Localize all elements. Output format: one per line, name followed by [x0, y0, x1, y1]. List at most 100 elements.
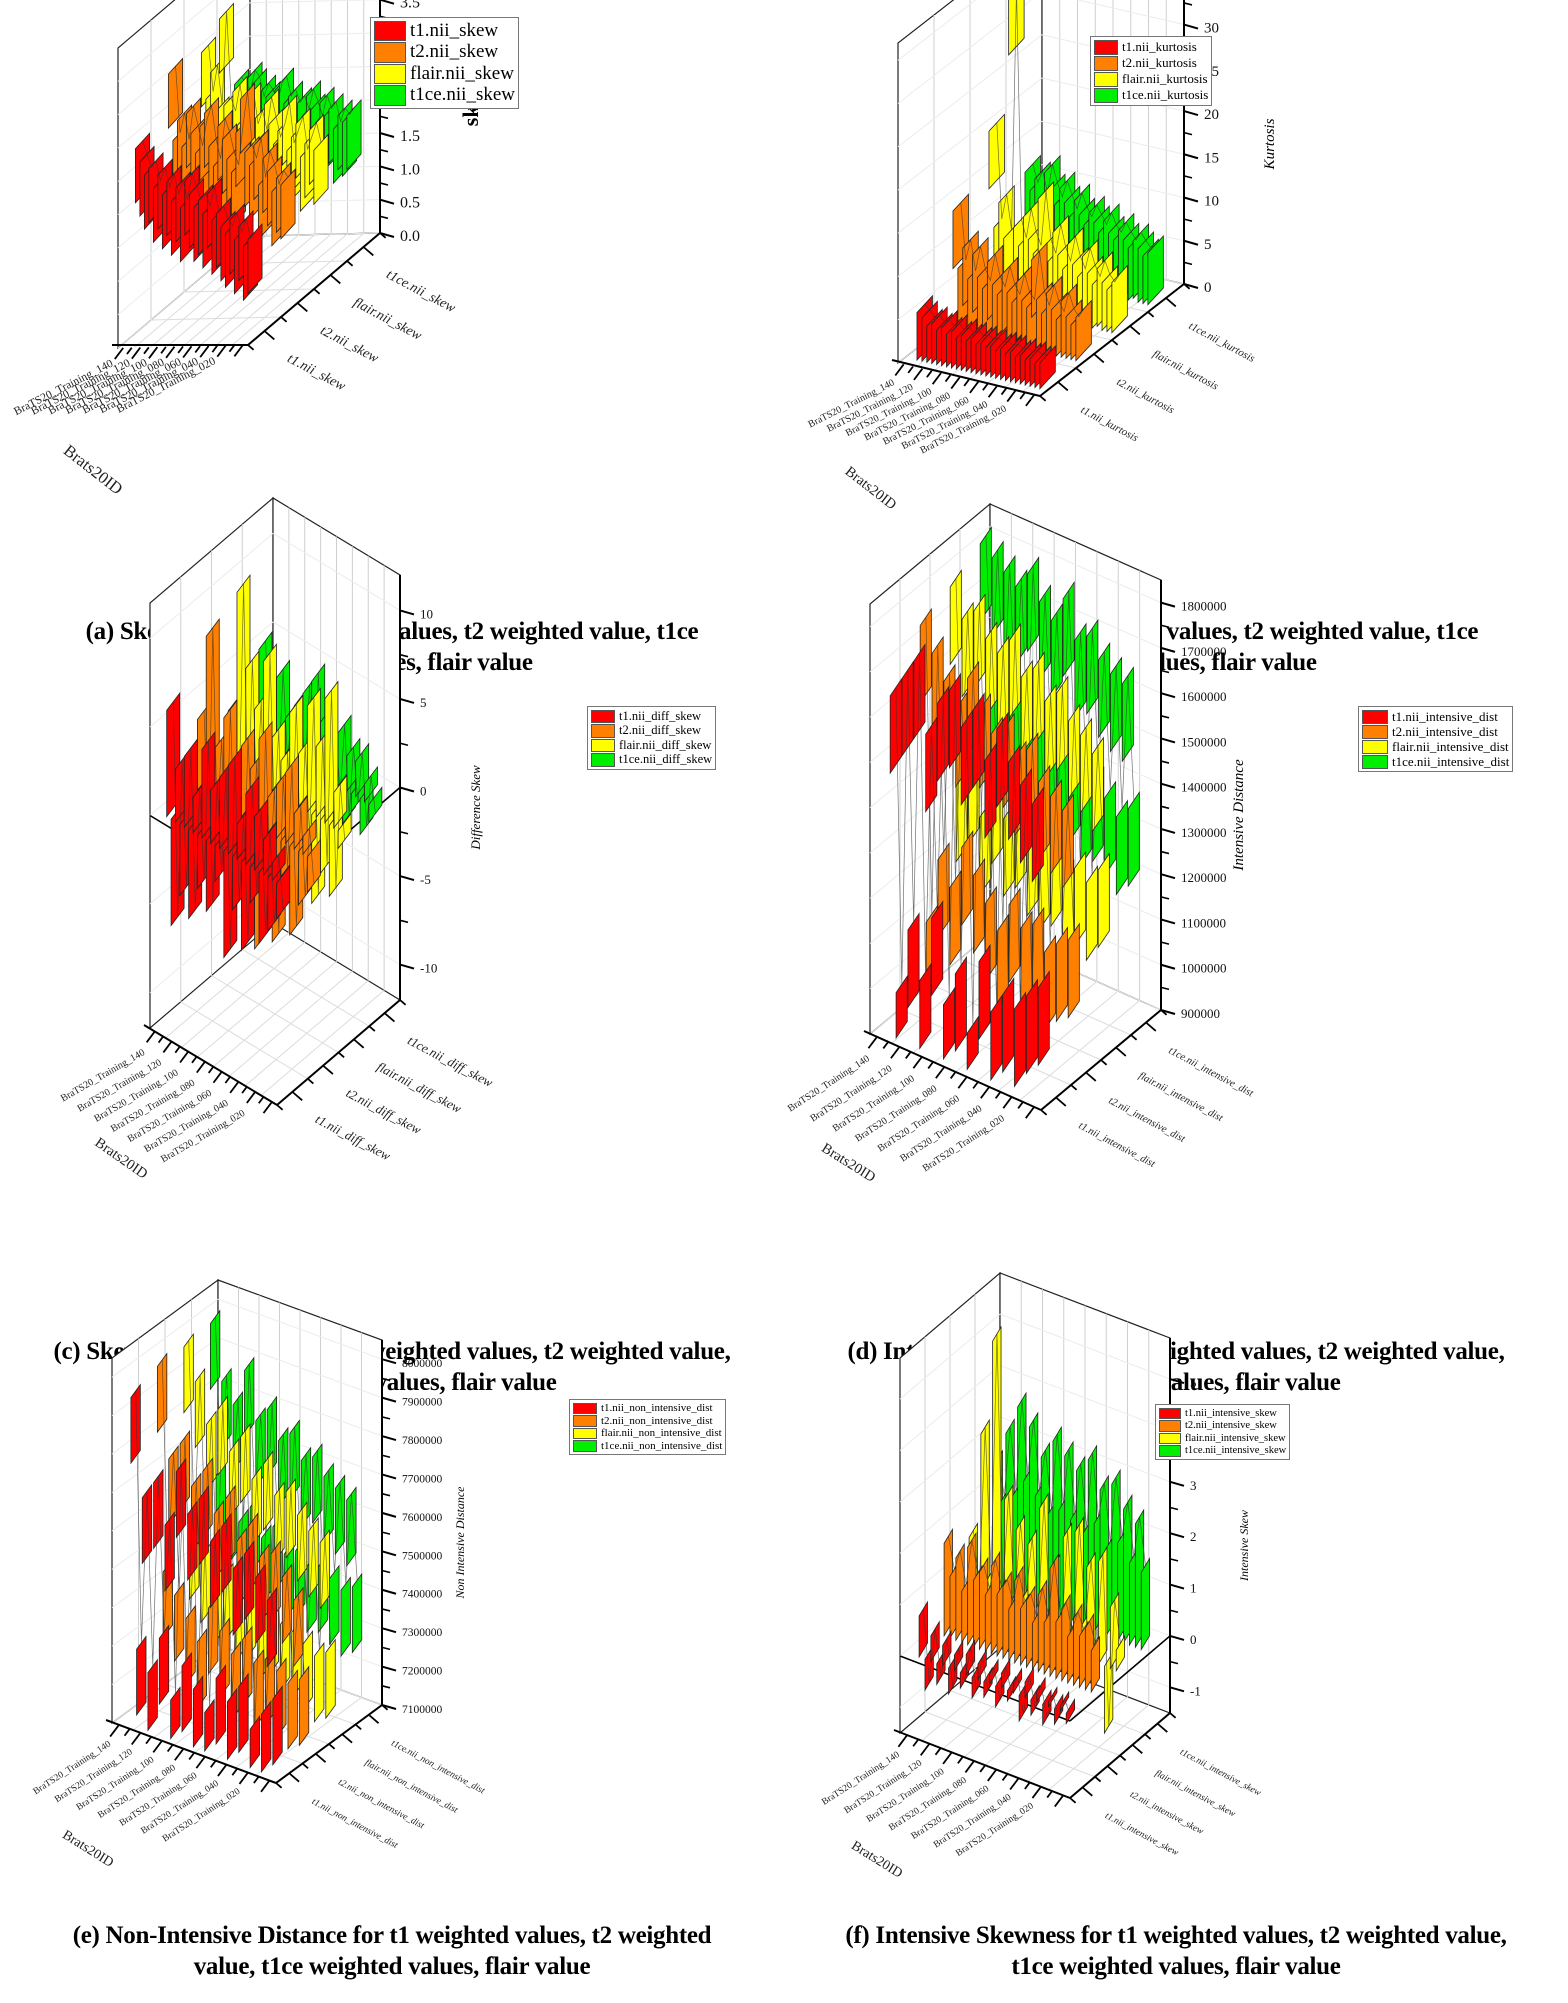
x-tick: [194, 345, 201, 354]
x-tick: [897, 1735, 908, 1748]
data-bar: [1097, 852, 1110, 949]
z-tick: [399, 999, 407, 1006]
data-bar: [147, 1658, 158, 1732]
chart-panel-b: 05101520253035KurtosisBraTS20_Training_1…: [784, 0, 1568, 600]
y-tick-label: 1100000: [1181, 915, 1226, 930]
y-tick-label: 10: [420, 606, 433, 621]
z-tick: [280, 316, 288, 323]
data-bar: [1054, 1693, 1064, 1726]
data-bar: [942, 1630, 952, 1668]
y-tick: [1160, 918, 1176, 925]
z-tick: [1040, 1109, 1048, 1116]
legend-swatch: [573, 1402, 597, 1414]
legend-swatch: [591, 724, 615, 738]
x-tick: [191, 1055, 198, 1064]
legend-item: t1.nii_skew: [374, 20, 515, 42]
gridline: [150, 316, 282, 321]
x-tick: [980, 1086, 990, 1099]
z-tick-label: t2.nii_skew: [318, 323, 382, 366]
x-tick: [216, 344, 227, 358]
data-bar: [961, 829, 974, 927]
y-minor-tick: [1160, 669, 1170, 674]
z-tick: [384, 1012, 396, 1023]
x-tick: [241, 1086, 248, 1094]
gridline: [249, 65, 381, 70]
z-tick: [1075, 367, 1083, 374]
legend-label: t1ce.nii_diff_skew: [619, 752, 713, 767]
x-tick: [994, 1091, 1002, 1099]
data-bar: [215, 1664, 226, 1746]
data-bar: [158, 1624, 170, 1706]
z-tick-label: flair.nii_kurtosis: [1151, 348, 1221, 393]
x-tick: [109, 1724, 120, 1738]
z-tick: [307, 1078, 314, 1085]
x-tick: [246, 1091, 256, 1104]
z-tick-label: t1.nii_skew: [285, 351, 349, 394]
legend-label: t2.nii_diff_skew: [619, 723, 702, 738]
x-tick: [1009, 1777, 1020, 1791]
data-bar: [948, 672, 961, 770]
z-tick: [1057, 381, 1069, 392]
data-bar: [192, 1675, 204, 1749]
y-minor-tick: [379, 215, 389, 220]
legend-swatch: [1159, 1445, 1181, 1457]
y-tick-label: 0.5: [400, 195, 420, 212]
x-axis-title: Brats20ID: [842, 463, 899, 513]
y-tick: [381, 1550, 397, 1557]
gridline: [999, 1416, 1171, 1483]
legend-label: t1.nii_diff_skew: [619, 708, 702, 723]
x-tick: [979, 1764, 986, 1773]
z-tick: [1145, 1021, 1157, 1032]
data-bar: [340, 1576, 351, 1658]
legend-label: t1.nii_non_intensive_dist: [601, 1402, 713, 1415]
x-axis-title: Brats20ID: [60, 1827, 117, 1870]
legend-item: t2.nii_non_intensive_dist: [573, 1415, 722, 1428]
legend-item: t1.nii_intensive_dist: [1362, 709, 1509, 724]
x-axis-title: Brats20ID: [92, 1135, 151, 1183]
legend-item: flair.nii_kurtosis: [1094, 71, 1208, 87]
x-tick: [1046, 1790, 1053, 1799]
legend-label: t1ce.nii_intensive_skew: [1185, 1445, 1287, 1457]
legend-swatch: [1362, 709, 1388, 724]
y-minor-tick: [1183, 218, 1193, 222]
x-tick: [942, 1752, 953, 1765]
data-bar: [895, 974, 908, 1040]
y-tick-label: 0: [420, 784, 427, 799]
gridline: [272, 532, 401, 611]
data-bar: [1085, 865, 1098, 962]
data-bar: [1111, 264, 1128, 334]
x-tick: [882, 1041, 889, 1049]
x-tick: [920, 1743, 930, 1756]
legend-swatch: [573, 1415, 597, 1427]
x-tick: [912, 1056, 923, 1069]
legend-label: t1.nii_kurtosis: [1122, 39, 1197, 54]
legend-swatch: [591, 738, 615, 752]
z-tick: [1130, 1034, 1138, 1041]
legend-item: t1.nii_non_intensive_dist: [573, 1402, 722, 1415]
legend-item: t1ce.nii_intensive_dist: [1362, 754, 1509, 769]
y-tick: [399, 697, 415, 704]
z-tick: [1070, 1084, 1078, 1091]
series-t1.nii_non_intensive_dist: [130, 1383, 283, 1774]
x-tick: [229, 1081, 240, 1094]
x-tick: [907, 365, 914, 374]
y-tick-label: 0: [1204, 280, 1212, 296]
x-tick: [1017, 1101, 1024, 1109]
z-tick-label: t1.nii_kurtosis: [1079, 404, 1140, 444]
z-tick: [353, 1038, 365, 1049]
y-tick-label: 15: [1204, 150, 1219, 166]
z-tick: [1093, 353, 1105, 364]
legend-item: t1.nii_diff_skew: [591, 709, 712, 724]
y-tick-label: 1600000: [1181, 689, 1227, 704]
gridline: [272, 621, 401, 700]
series-line: [985, 535, 1135, 809]
data-bar: [901, 660, 914, 758]
y-tick: [1183, 110, 1199, 116]
legend-label: flair.nii_skew: [410, 62, 514, 84]
z-tick: [315, 1753, 327, 1763]
x-tick: [114, 347, 124, 360]
series-line: [142, 140, 256, 240]
chart-b-legend: t1.nii_kurtosis t2.nii_kurtosis flair.nii_…: [1090, 36, 1213, 106]
data-bar: [272, 1685, 283, 1767]
gridline: [869, 526, 991, 628]
